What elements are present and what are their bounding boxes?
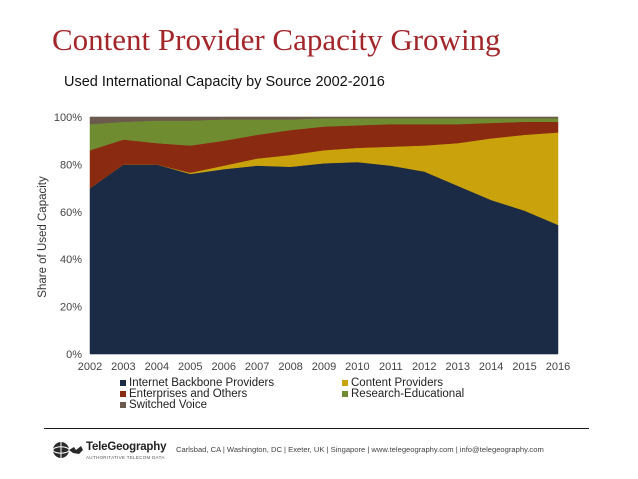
footer-contact-text: Carlsbad, CA | Washington, DC | Exeter, … [176,445,544,454]
x-tick-label: 2003 [111,361,135,373]
y-tick-label: 60% [60,207,82,219]
y-tick-label: 20% [60,302,82,314]
x-tick-label: 2010 [345,361,369,373]
x-tick-label: 2012 [412,361,436,373]
footer-divider [44,428,589,429]
x-tick-label: 2015 [512,361,536,373]
legend-label: Content Providers [351,377,443,389]
x-tick-label: 2005 [178,361,202,373]
y-tick-label: 40% [60,254,82,266]
y-tick-label: 0% [66,349,82,361]
x-tick-label: 2016 [546,361,570,373]
x-tick-label: 2002 [78,361,102,373]
legend-label: Switched Voice [129,399,207,411]
x-tick-label: 2009 [312,361,336,373]
logo-wordmark: TeleGeography [86,441,167,453]
legend-swatch [120,402,126,408]
x-tick-label: 2006 [211,361,235,373]
y-tick-labels: 0% 20% 40% 60% 80% 100% [54,112,82,361]
x-tick-labels: 2002 2003 2004 2005 2006 2007 2008 2009 2010 2011… [78,361,570,373]
logo-tagline: AUTHORITATIVE TELECOM DATA [86,455,165,460]
globe-logo-icon [52,442,83,458]
x-tick-label: 2011 [379,361,403,373]
x-tick-label: 2004 [145,361,169,373]
y-tick-label: 80% [60,159,82,171]
legend-swatch [342,380,348,386]
telegeography-logo: TeleGeography AUTHORITATIVE TELECOM DATA [52,441,166,464]
legend-label: Internet Backbone Providers [129,377,274,389]
area-layer [89,116,559,355]
slide-title: Content Provider Capacity Growing [52,22,501,57]
stacked-area-chart: 0%20%40%60%80%100% 2002 2003 2004 2005 2006 2… [37,112,570,411]
legend-label: Enterprises and Others [129,388,248,400]
y-axis-title: Share of Used Capacity [37,176,49,298]
legend: Internet Backbone Providers Content Provi… [120,377,464,411]
x-tick-label: 2013 [445,361,469,373]
x-tick-label: 2014 [479,361,503,373]
legend-swatch [120,380,126,386]
y-tick-label: 100% [54,112,82,124]
area-switched-voice [89,116,559,125]
x-tick-label: 2007 [245,361,269,373]
x-tick-label: 2008 [278,361,302,373]
legend-swatch [342,391,348,397]
chart-subtitle: Used International Capacity by Source 20… [64,74,385,90]
legend-swatch [120,391,126,397]
legend-label: Research-Educational [351,388,464,400]
